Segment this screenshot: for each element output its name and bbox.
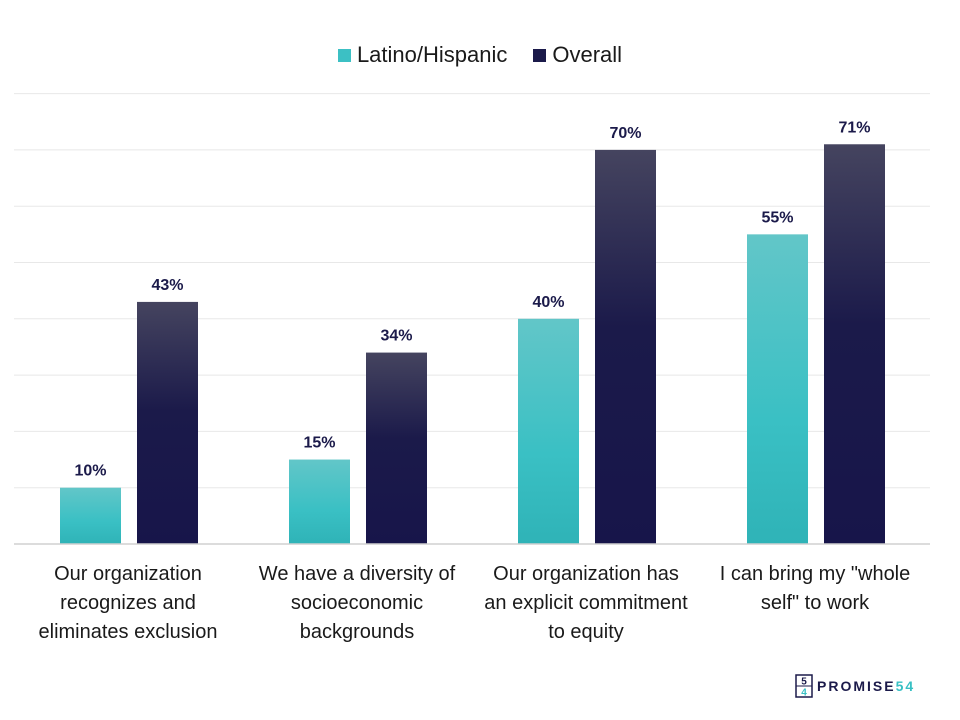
data-label-latino-hispanic-2: 15% [303,435,335,452]
bar-latino-hispanic-3 [518,318,579,544]
logo-text: PROMISE54 [817,678,915,694]
legend-item-latino-hispanic[interactable]: Latino/Hispanic [337,42,508,68]
data-label-latino-hispanic-4: 55% [761,209,793,226]
category-label-line: recognizes and [60,592,196,614]
category-label-line: Our organization has [493,563,679,585]
data-label-latino-hispanic-1: 10% [74,463,106,480]
bars [60,144,885,544]
data-label-overall-4: 71% [838,119,870,136]
category-label-line: eliminates exclusion [38,621,218,643]
category-label-line: self" to work [760,592,870,614]
bar-latino-hispanic-2 [289,459,350,544]
category-label-line: backgrounds [299,621,415,643]
category-label-line: to equity [548,621,624,643]
category-label-2: We have a diversity of socioeconomic backg… [243,560,471,647]
data-label-overall-3: 70% [609,125,641,142]
category-label-line: I can bring my "whole [719,563,911,585]
bar-overall-4 [824,144,885,544]
data-label-overall-2: 34% [380,328,412,345]
bar-latino-hispanic-1 [60,487,121,544]
bar-latino-hispanic-4 [747,234,808,544]
legend-label-latino-hispanic: Latino/Hispanic [356,42,508,67]
bar-overall-3 [595,149,656,544]
data-label-latino-hispanic-3: 40% [532,294,564,311]
promise54-logo-mark: 5 4 [795,674,813,698]
legend-item-overall[interactable]: Overall [533,42,622,68]
logo-text-suffix: 54 [895,678,916,694]
category-label-1: Our organization recognizes and eliminates… [14,560,242,647]
category-label-line: socioeconomic [290,592,424,614]
category-label-line: We have a diversity of [258,563,456,585]
value-labels: 10% 43% 15% 34% 40% 70% 55% 71% [74,119,870,479]
legend-label-overall: Overall [552,42,623,67]
category-label-4: I can bring my "whole self" to work [701,560,929,618]
logo-text-prefix: PROMISE [817,678,896,694]
promise54-logo: 5 4 PROMISE54 [795,674,915,698]
bar-overall-1 [137,301,198,544]
category-label-line: Our organization [54,563,202,585]
data-label-overall-1: 43% [151,277,183,294]
bar-overall-2 [366,352,427,544]
legend-swatch-overall [533,48,547,62]
category-label-3: Our organization has an explicit commitme… [472,560,700,647]
logo-mark-top: 5 [801,677,807,688]
legend-swatch-latino-hispanic [337,48,351,62]
logo-mark-bottom: 4 [801,688,807,699]
category-label-line: an explicit commitment [484,592,688,614]
legend: Latino/Hispanic Overall [0,42,960,68]
